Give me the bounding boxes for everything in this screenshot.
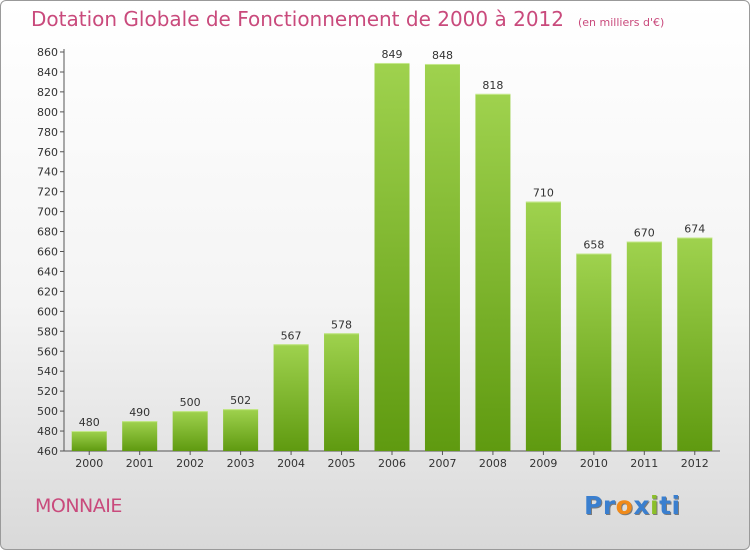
chart-title: Dotation Globale de Fonctionnement de 20… (31, 7, 664, 31)
bar (525, 201, 561, 451)
y-tick-label: 660 (37, 246, 58, 259)
x-tick-label: 2003 (227, 457, 255, 470)
data-label: 480 (79, 416, 100, 429)
logo-letter: P (584, 491, 603, 520)
y-tick-label: 500 (37, 405, 58, 418)
x-tick-label: 2005 (328, 457, 356, 470)
x-tick-label: 2010 (580, 457, 608, 470)
logo-letter: i (650, 491, 660, 520)
logo-letter: i (671, 491, 681, 520)
data-label: 567 (281, 329, 302, 342)
logo-letter: t (659, 491, 672, 520)
x-tick-label: 2009 (529, 457, 557, 470)
unit-note: (en milliers d'€) (578, 16, 665, 29)
bar (324, 333, 360, 451)
proxiti-logo: Proxiti (584, 491, 681, 520)
bar (172, 411, 208, 451)
data-label: 490 (129, 406, 150, 419)
logo-letter: o (615, 491, 634, 520)
data-label: 710 (533, 187, 554, 200)
title-text: Dotation Globale de Fonctionnement de 20… (31, 7, 564, 31)
y-tick-label: 620 (37, 285, 58, 298)
x-tick-label: 2007 (428, 457, 456, 470)
x-tick-label: 2012 (681, 457, 709, 470)
data-label: 658 (583, 238, 604, 251)
y-tick-label: 540 (37, 365, 58, 378)
data-label: 500 (180, 396, 201, 409)
y-tick-label: 480 (37, 425, 58, 438)
x-tick-label: 2006 (378, 457, 406, 470)
x-tick-label: 2004 (277, 457, 305, 470)
logo-letter: r (602, 491, 616, 520)
y-tick-label: 720 (37, 186, 58, 199)
y-tick-label: 640 (37, 265, 58, 278)
y-tick-label: 820 (37, 86, 58, 99)
y-tick-label: 760 (37, 146, 58, 159)
y-tick-label: 460 (37, 445, 58, 458)
bar (424, 63, 460, 451)
y-tick-label: 780 (37, 126, 58, 139)
bar (576, 253, 612, 451)
x-tick-label: 2001 (126, 457, 154, 470)
data-label: 578 (331, 318, 352, 331)
data-label: 849 (382, 48, 403, 61)
bar (273, 344, 309, 451)
data-label: 502 (230, 394, 251, 407)
bar (71, 431, 107, 451)
x-tick-label: 2008 (479, 457, 507, 470)
y-tick-label: 560 (37, 345, 58, 358)
y-tick-label: 860 (37, 46, 58, 59)
logo-letter: x (633, 491, 650, 520)
x-tick-label: 2011 (630, 457, 658, 470)
y-tick-label: 740 (37, 166, 58, 179)
y-tick-label: 520 (37, 385, 58, 398)
bar (223, 409, 259, 451)
x-tick-label: 2000 (75, 457, 103, 470)
data-label: 670 (634, 227, 655, 240)
data-label: 818 (482, 79, 503, 92)
data-label: 848 (432, 49, 453, 62)
y-tick-label: 840 (37, 66, 58, 79)
y-tick-label: 680 (37, 226, 58, 239)
bar (677, 237, 713, 451)
y-tick-label: 700 (37, 206, 58, 219)
data-label: 674 (684, 223, 705, 236)
y-tick-label: 800 (37, 106, 58, 119)
bar (122, 421, 158, 451)
y-tick-label: 600 (37, 305, 58, 318)
town-name: MONNAIE (35, 495, 122, 517)
bar (626, 241, 662, 451)
bar (374, 62, 410, 451)
y-tick-label: 580 (37, 325, 58, 338)
x-tick-label: 2002 (176, 457, 204, 470)
bar (475, 93, 511, 452)
